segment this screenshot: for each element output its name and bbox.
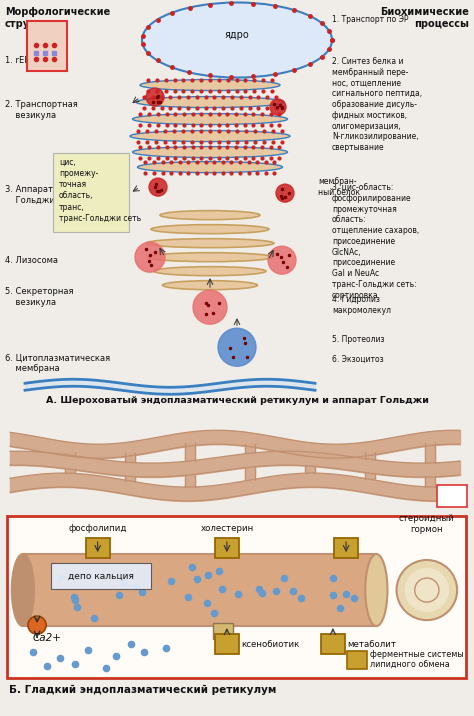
Ellipse shape [365, 554, 387, 626]
Text: Биохимические
процессы: Биохимические процессы [380, 7, 469, 29]
Text: 5. Секреторная
    везикула: 5. Секреторная везикула [5, 287, 73, 307]
Circle shape [270, 99, 286, 115]
Circle shape [135, 242, 165, 272]
Circle shape [397, 560, 457, 620]
Text: мембран-
ный белок: мембран- ный белок [318, 177, 360, 197]
FancyBboxPatch shape [7, 516, 466, 678]
Text: ядро: ядро [225, 30, 249, 40]
FancyBboxPatch shape [27, 21, 67, 71]
Polygon shape [365, 453, 375, 459]
Text: 4. Лизосома: 4. Лизосома [5, 256, 58, 265]
Text: Ca2+: Ca2+ [33, 633, 62, 643]
Ellipse shape [130, 130, 290, 142]
Text: 5. Протеолиз: 5. Протеолиз [332, 335, 384, 344]
Polygon shape [125, 453, 135, 463]
FancyBboxPatch shape [215, 634, 239, 654]
Polygon shape [245, 444, 255, 453]
Text: холестерин: холестерин [201, 524, 254, 533]
Ellipse shape [137, 162, 283, 173]
Text: депо кальция: депо кальция [68, 571, 134, 581]
Polygon shape [23, 554, 376, 626]
Circle shape [405, 568, 449, 612]
Text: фосфолипид: фосфолипид [68, 524, 127, 533]
FancyBboxPatch shape [334, 538, 358, 558]
Ellipse shape [146, 238, 274, 248]
FancyBboxPatch shape [321, 634, 345, 654]
Circle shape [193, 290, 227, 324]
Text: Морфологические
структуры: Морфологические структуры [5, 7, 110, 29]
Polygon shape [365, 473, 375, 479]
FancyBboxPatch shape [347, 651, 367, 669]
Text: 4. Гидролиз
макромолекул: 4. Гидролиз макромолекул [332, 295, 391, 315]
Ellipse shape [136, 97, 284, 107]
Text: ксенобиотик: ксенобиотик [241, 639, 300, 649]
Ellipse shape [151, 225, 269, 233]
Ellipse shape [154, 266, 266, 276]
Circle shape [149, 178, 167, 196]
Ellipse shape [133, 147, 288, 158]
Ellipse shape [147, 253, 273, 261]
FancyBboxPatch shape [53, 153, 129, 232]
Circle shape [268, 246, 296, 274]
Text: Б. Гладкий эндоплазматический ретикулум: Б. Гладкий эндоплазматический ретикулум [9, 685, 277, 695]
Text: А. Шероховатый эндоплазматический ретикулум и аппарат Гольджи: А. Шероховатый эндоплазматический ретику… [46, 396, 428, 405]
Text: ферментные системы
липидного обмена: ферментные системы липидного обмена [370, 650, 464, 670]
FancyBboxPatch shape [215, 538, 239, 558]
FancyBboxPatch shape [437, 485, 467, 507]
FancyBboxPatch shape [85, 538, 110, 558]
Text: 3. цис-область:
фосфорилирование
промежуточная
область:
отщепление сахаров,
прис: 3. цис-область: фосфорилирование промежу… [332, 183, 419, 299]
Text: 6. Цитоплазматическая
    мембрана: 6. Цитоплазматическая мембрана [5, 353, 110, 373]
Circle shape [28, 616, 46, 634]
Polygon shape [425, 442, 435, 463]
Polygon shape [185, 475, 195, 487]
Ellipse shape [160, 211, 260, 220]
Ellipse shape [12, 554, 34, 626]
FancyBboxPatch shape [213, 623, 233, 639]
Text: 1. Транспорт по ЭР: 1. Транспорт по ЭР [332, 15, 409, 24]
Ellipse shape [133, 114, 288, 125]
Ellipse shape [142, 2, 332, 77]
Polygon shape [185, 443, 195, 461]
Text: цис,
промежу-
точная
область,
транс,
транс-Гольджи сеть: цис, промежу- точная область, транс, тра… [59, 158, 141, 223]
Text: 6. Экзоцитоз: 6. Экзоцитоз [332, 355, 383, 364]
Ellipse shape [140, 79, 280, 90]
Circle shape [276, 184, 294, 202]
Text: метаболит: метаболит [347, 639, 396, 649]
Polygon shape [65, 453, 75, 455]
Text: 1. rER: 1. rER [5, 56, 30, 64]
Text: 2. Синтез белка и
мембранный пере-
нос, отщепление
сигнального пептида,
образова: 2. Синтез белка и мембранный пере- нос, … [332, 57, 422, 152]
Polygon shape [125, 476, 135, 481]
Text: стероидный
гормон: стероидный гормон [399, 514, 455, 534]
FancyBboxPatch shape [51, 563, 151, 589]
Polygon shape [65, 469, 75, 473]
Polygon shape [245, 467, 255, 480]
Polygon shape [425, 477, 435, 487]
Circle shape [218, 328, 256, 367]
Circle shape [146, 88, 164, 106]
Text: 3. Аппарат
    Гольджи: 3. Аппарат Гольджи [5, 185, 55, 205]
Polygon shape [305, 466, 315, 473]
Text: 2. Транспортная
    везикула: 2. Транспортная везикула [5, 100, 78, 120]
Ellipse shape [163, 281, 257, 290]
